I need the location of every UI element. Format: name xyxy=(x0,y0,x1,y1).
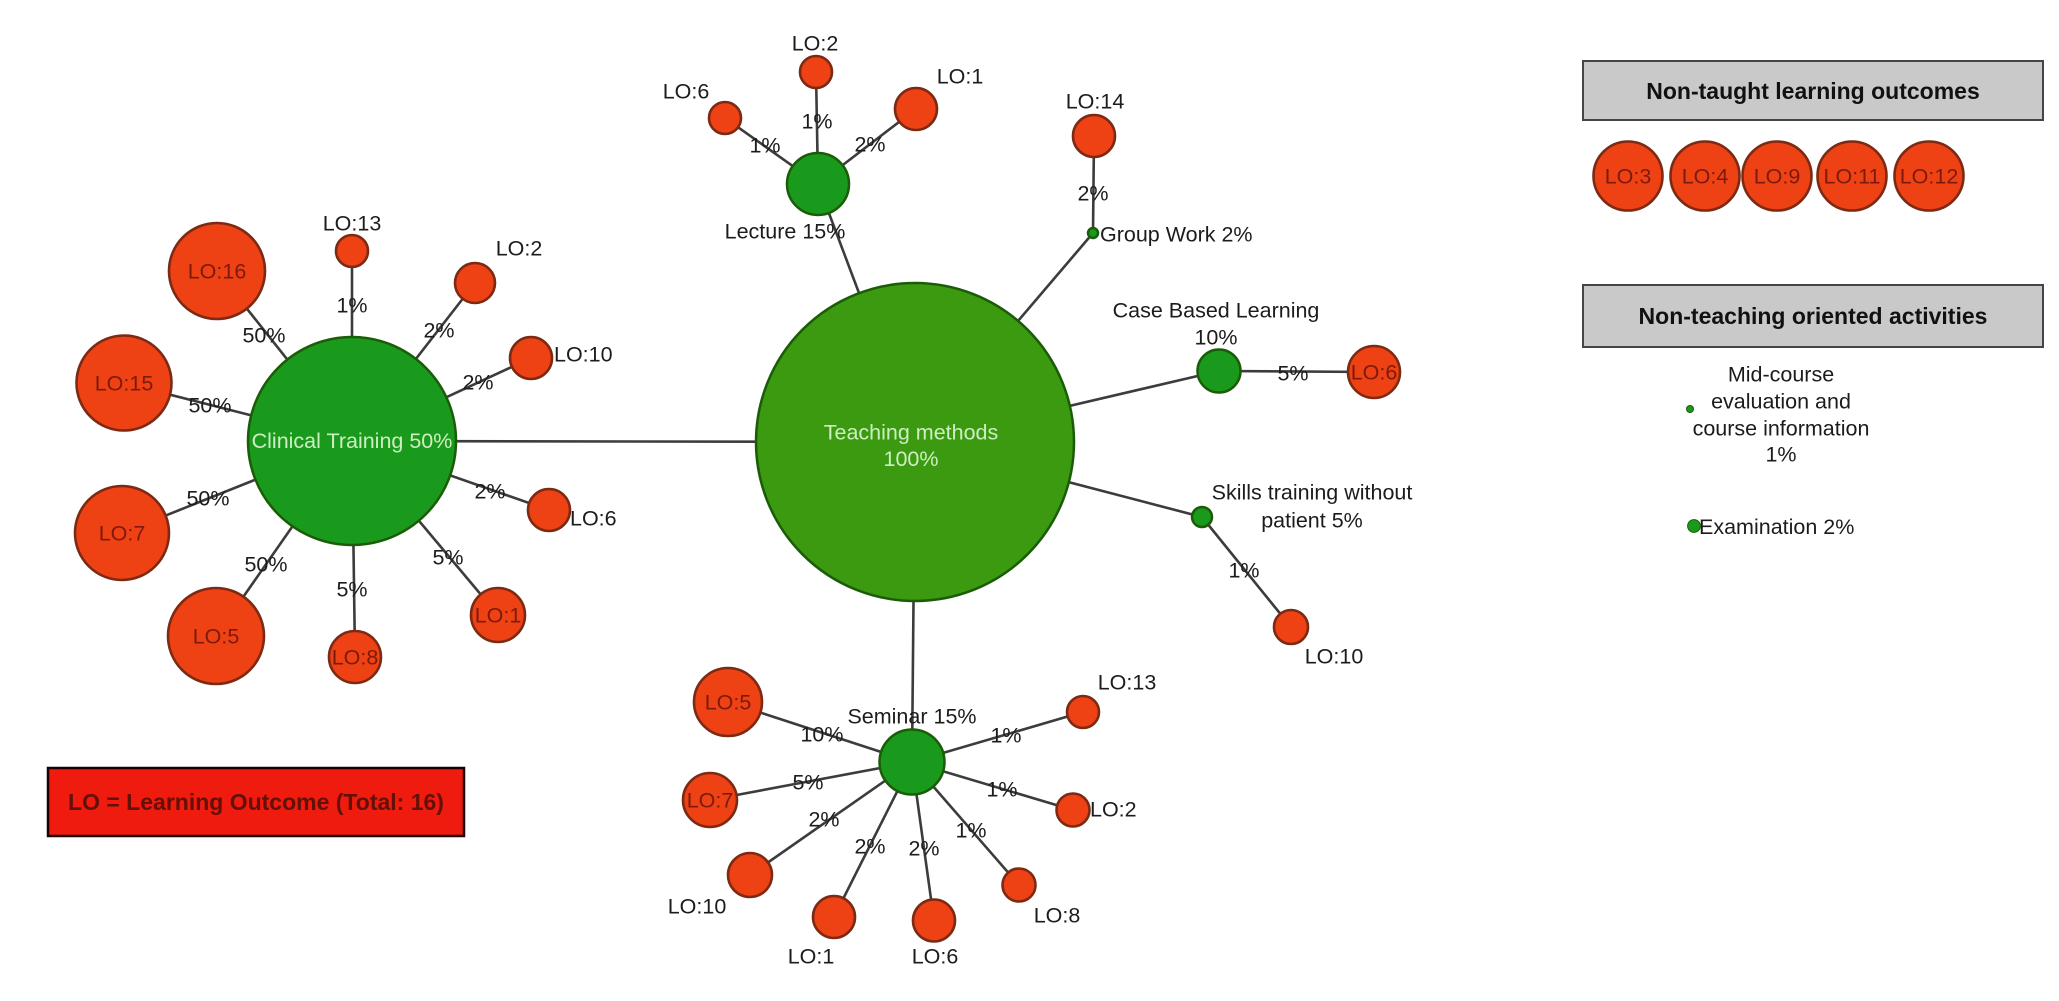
svg-text:LO:6: LO:6 xyxy=(663,80,710,104)
svg-text:5%: 5% xyxy=(792,771,823,795)
svg-text:2%: 2% xyxy=(423,319,454,343)
svg-text:LO:7: LO:7 xyxy=(687,789,734,813)
svg-text:2%: 2% xyxy=(854,133,885,157)
svg-text:LO:10: LO:10 xyxy=(668,895,727,919)
svg-text:LO = Learning Outcome (Total:: LO = Learning Outcome (Total: 16) xyxy=(68,789,444,815)
svg-text:2%: 2% xyxy=(908,837,939,861)
svg-text:LO:1: LO:1 xyxy=(475,604,522,628)
svg-text:LO:1: LO:1 xyxy=(788,945,835,969)
svg-text:LO:8: LO:8 xyxy=(1034,904,1081,928)
svg-text:50%: 50% xyxy=(186,487,229,511)
svg-text:LO:7: LO:7 xyxy=(99,522,146,546)
svg-text:LO:5: LO:5 xyxy=(193,625,240,649)
svg-text:LO:6: LO:6 xyxy=(1351,361,1398,385)
svg-text:LO:8: LO:8 xyxy=(332,646,379,670)
svg-text:LO:9: LO:9 xyxy=(1754,165,1801,189)
svg-text:1%: 1% xyxy=(801,110,832,134)
svg-text:2%: 2% xyxy=(1077,182,1108,206)
svg-text:LO:2: LO:2 xyxy=(792,32,839,56)
svg-text:1%: 1% xyxy=(1765,443,1796,467)
svg-text:LO:2: LO:2 xyxy=(1090,798,1137,822)
svg-text:LO:10: LO:10 xyxy=(1305,645,1364,669)
svg-text:50%: 50% xyxy=(188,394,231,418)
svg-text:2%: 2% xyxy=(854,835,885,859)
svg-text:Clinical Training 50%: Clinical Training 50% xyxy=(252,429,453,453)
svg-text:2%: 2% xyxy=(462,371,493,395)
svg-text:course information: course information xyxy=(1693,417,1870,441)
svg-text:LO:15: LO:15 xyxy=(95,372,154,396)
svg-text:2%: 2% xyxy=(474,480,505,504)
svg-text:Mid-course: Mid-course xyxy=(1728,363,1834,387)
svg-text:10%: 10% xyxy=(1194,326,1237,350)
svg-text:LO:12: LO:12 xyxy=(1900,165,1959,189)
svg-text:LO:13: LO:13 xyxy=(323,212,382,236)
svg-text:Seminar 15%: Seminar 15% xyxy=(847,705,976,729)
svg-text:LO:10: LO:10 xyxy=(554,343,613,367)
svg-text:1%: 1% xyxy=(336,294,367,318)
svg-text:50%: 50% xyxy=(242,324,285,348)
svg-text:Teaching methods: Teaching methods xyxy=(824,421,999,445)
svg-text:1%: 1% xyxy=(990,724,1021,748)
svg-text:1%: 1% xyxy=(955,819,986,843)
svg-text:50%: 50% xyxy=(244,553,287,577)
svg-text:LO:11: LO:11 xyxy=(1824,165,1881,189)
svg-text:Skills training without: Skills training without xyxy=(1212,481,1413,505)
svg-text:Non-taught learning outcomes: Non-taught learning outcomes xyxy=(1646,78,1980,104)
svg-text:LO:6: LO:6 xyxy=(912,945,959,969)
svg-text:LO:1: LO:1 xyxy=(937,65,984,89)
svg-text:LO:4: LO:4 xyxy=(1682,165,1729,189)
svg-text:5%: 5% xyxy=(432,546,463,570)
svg-text:LO:5: LO:5 xyxy=(705,691,752,715)
svg-text:LO:3: LO:3 xyxy=(1605,165,1652,189)
svg-text:LO:13: LO:13 xyxy=(1098,671,1157,695)
svg-text:Lecture 15%: Lecture 15% xyxy=(725,220,846,244)
svg-text:10%: 10% xyxy=(800,723,843,747)
svg-text:1%: 1% xyxy=(1228,559,1259,583)
svg-text:LO:6: LO:6 xyxy=(570,507,617,531)
svg-text:LO:2: LO:2 xyxy=(496,237,543,261)
svg-text:evaluation and: evaluation and xyxy=(1711,390,1851,414)
svg-text:2%: 2% xyxy=(808,808,839,832)
svg-text:Case Based Learning: Case Based Learning xyxy=(1113,299,1320,323)
svg-text:Non-teaching oriented activiti: Non-teaching oriented activities xyxy=(1639,303,1988,329)
svg-text:100%: 100% xyxy=(884,447,939,471)
svg-text:LO:14: LO:14 xyxy=(1066,90,1125,114)
svg-text:1%: 1% xyxy=(986,778,1017,802)
svg-text:5%: 5% xyxy=(336,578,367,602)
svg-text:patient 5%: patient 5% xyxy=(1261,509,1363,533)
svg-text:1%: 1% xyxy=(749,134,780,158)
svg-text:5%: 5% xyxy=(1277,362,1308,386)
svg-text:Group Work 2%: Group Work 2% xyxy=(1100,223,1253,247)
svg-text:Examination 2%: Examination 2% xyxy=(1699,515,1854,539)
svg-text:LO:16: LO:16 xyxy=(188,260,247,284)
